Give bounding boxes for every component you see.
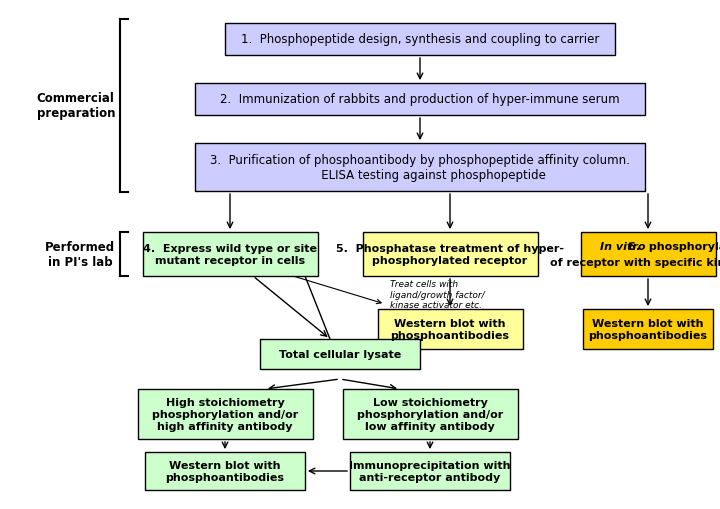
Text: 2.  Immunization of rabbits and production of hyper-immune serum: 2. Immunization of rabbits and productio… — [220, 93, 620, 106]
Text: Western blot with
phosphoantibodies: Western blot with phosphoantibodies — [588, 319, 708, 340]
FancyBboxPatch shape — [343, 389, 518, 439]
Text: In vitro: In vitro — [600, 242, 645, 251]
FancyBboxPatch shape — [583, 309, 713, 349]
Text: High stoichiometry
phosphorylation and/or
high affinity antibody: High stoichiometry phosphorylation and/o… — [152, 398, 298, 431]
FancyBboxPatch shape — [260, 340, 420, 369]
FancyBboxPatch shape — [225, 24, 615, 56]
Text: 6.: 6. — [628, 242, 648, 251]
Text: Western blot with
phosphoantibodies: Western blot with phosphoantibodies — [166, 460, 284, 482]
Text: Performed
in PI's lab: Performed in PI's lab — [45, 241, 115, 268]
Text: Low stoichiometry
phosphorylation and/or
low affinity antibody: Low stoichiometry phosphorylation and/or… — [357, 398, 503, 431]
FancyBboxPatch shape — [377, 309, 523, 349]
Text: Immunoprecipitation with
anti-receptor antibody: Immunoprecipitation with anti-receptor a… — [349, 460, 510, 482]
FancyBboxPatch shape — [138, 389, 312, 439]
FancyBboxPatch shape — [145, 452, 305, 490]
FancyBboxPatch shape — [580, 233, 716, 276]
Text: of receptor with specific kinase: of receptor with specific kinase — [549, 258, 720, 267]
Text: Total cellular lysate: Total cellular lysate — [279, 349, 401, 359]
FancyBboxPatch shape — [143, 233, 318, 276]
Text: 5.  Phosphatase treatment of hyper-
phosphorylated receptor: 5. Phosphatase treatment of hyper- phosp… — [336, 244, 564, 265]
FancyBboxPatch shape — [362, 233, 538, 276]
Text: 4.  Express wild type or site
mutant receptor in cells: 4. Express wild type or site mutant rece… — [143, 244, 317, 265]
Text: Treat cells with
ligand/growth factor/
kinase activator etc.: Treat cells with ligand/growth factor/ k… — [390, 279, 485, 309]
FancyBboxPatch shape — [350, 452, 510, 490]
Text: Western blot with
phosphoantibodies: Western blot with phosphoantibodies — [390, 319, 510, 340]
Text: 3.  Purification of phosphoantibody by phosphopeptide affinity column.
       EL: 3. Purification of phosphoantibody by ph… — [210, 154, 630, 182]
FancyBboxPatch shape — [195, 144, 645, 191]
Text: 1.  Phosphopeptide design, synthesis and coupling to carrier: 1. Phosphopeptide design, synthesis and … — [240, 34, 599, 46]
FancyBboxPatch shape — [195, 84, 645, 116]
Text: Commercial
preparation: Commercial preparation — [37, 92, 115, 120]
Text: phosphorylation: phosphorylation — [645, 242, 720, 251]
